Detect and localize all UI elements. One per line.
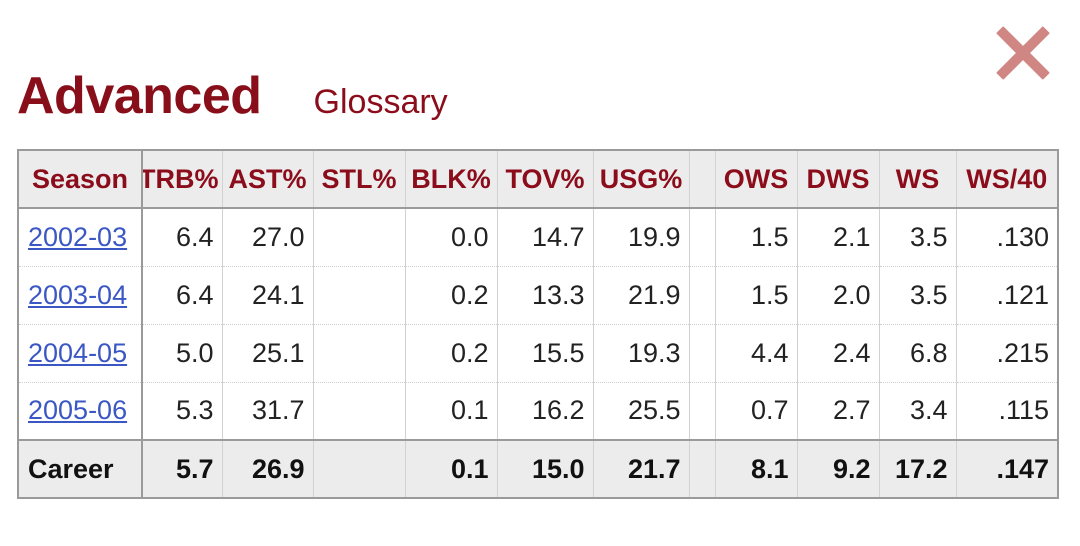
spacer-cell: [689, 208, 716, 267]
tov-cell: 14.7: [497, 208, 594, 267]
glossary-link[interactable]: Glossary: [313, 83, 448, 121]
ws-cell: 6.8: [879, 324, 957, 383]
career-ast: 26.9: [222, 439, 314, 498]
ows-cell: 1.5: [715, 266, 798, 325]
stl-cell: [313, 208, 406, 267]
ws40-cell: .121: [956, 266, 1058, 325]
ws-cell: 3.5: [879, 208, 957, 267]
blk-cell: 0.2: [405, 266, 498, 325]
trb-cell: 6.4: [142, 208, 223, 267]
column-header-dws[interactable]: DWS: [797, 150, 880, 209]
career-usg: 21.7: [593, 439, 690, 498]
ws40-cell: .215: [956, 324, 1058, 383]
season-cell: 2005-06: [18, 382, 143, 441]
trb-cell: 5.3: [142, 382, 223, 441]
column-header-blk[interactable]: BLK%: [405, 150, 498, 209]
ast-cell: 25.1: [222, 324, 314, 383]
season-link[interactable]: 2005-06: [28, 395, 128, 426]
dws-cell: 2.4: [797, 324, 880, 383]
ows-cell: 4.4: [715, 324, 798, 383]
ws40-cell: .115: [956, 382, 1058, 441]
column-header-tov[interactable]: TOV%: [497, 150, 594, 209]
dws-cell: 2.1: [797, 208, 880, 267]
blk-cell: 0.0: [405, 208, 498, 267]
career-ws: 17.2: [879, 439, 957, 498]
tov-cell: 13.3: [497, 266, 594, 325]
spacer-cell: [689, 266, 716, 325]
ows-cell: 0.7: [715, 382, 798, 441]
table-row: 2004-05 5.0 25.1 0.2 15.5 19.3 4.4 2.4 6…: [18, 324, 1058, 383]
column-header-ows[interactable]: OWS: [715, 150, 798, 209]
usg-cell: 19.9: [593, 208, 690, 267]
column-header-usg[interactable]: USG%: [593, 150, 690, 209]
close-icon[interactable]: [992, 22, 1054, 84]
section-header: Advanced Glossary: [17, 66, 448, 136]
ws-cell: 3.4: [879, 382, 957, 441]
stl-cell: [313, 382, 406, 441]
table-row: 2002-03 6.4 27.0 0.0 14.7 19.9 1.5 2.1 3…: [18, 208, 1058, 267]
trb-cell: 5.0: [142, 324, 223, 383]
ast-cell: 27.0: [222, 208, 314, 267]
ast-cell: 31.7: [222, 382, 314, 441]
career-spacer: [689, 439, 716, 498]
blk-cell: 0.2: [405, 324, 498, 383]
column-header-stl[interactable]: STL%: [313, 150, 406, 209]
table-header-row: Season TRB% AST% STL% BLK% TOV% USG% OWS…: [18, 150, 1058, 209]
table-row: 2003-04 6.4 24.1 0.2 13.3 21.9 1.5 2.0 3…: [18, 266, 1058, 325]
blk-cell: 0.1: [405, 382, 498, 441]
usg-cell: 25.5: [593, 382, 690, 441]
career-dws: 9.2: [797, 439, 880, 498]
dws-cell: 2.7: [797, 382, 880, 441]
tov-cell: 16.2: [497, 382, 594, 441]
stl-cell: [313, 324, 406, 383]
career-trb: 5.7: [142, 439, 223, 498]
ws-cell: 3.5: [879, 266, 957, 325]
usg-cell: 21.9: [593, 266, 690, 325]
usg-cell: 19.3: [593, 324, 690, 383]
table-row: 2005-06 5.3 31.7 0.1 16.2 25.5 0.7 2.7 3…: [18, 382, 1058, 441]
column-header-season[interactable]: Season: [18, 150, 143, 209]
column-header-ws[interactable]: WS: [879, 150, 957, 209]
ws40-cell: .130: [956, 208, 1058, 267]
dws-cell: 2.0: [797, 266, 880, 325]
career-ws40: .147: [956, 439, 1058, 498]
career-label: Career: [18, 439, 143, 498]
season-cell: 2002-03: [18, 208, 143, 267]
season-cell: 2004-05: [18, 324, 143, 383]
career-row: Career 5.7 26.9 0.1 15.0 21.7 8.1 9.2 17…: [18, 439, 1058, 498]
trb-cell: 6.4: [142, 266, 223, 325]
career-ows: 8.1: [715, 439, 798, 498]
career-tov: 15.0: [497, 439, 594, 498]
career-blk: 0.1: [405, 439, 498, 498]
advanced-stats-table: Season TRB% AST% STL% BLK% TOV% USG% OWS…: [17, 149, 1059, 499]
column-header-ws40[interactable]: WS/40: [956, 150, 1058, 209]
spacer-cell: [689, 382, 716, 441]
tov-cell: 15.5: [497, 324, 594, 383]
ast-cell: 24.1: [222, 266, 314, 325]
season-link[interactable]: 2002-03: [28, 221, 128, 252]
column-header-ast[interactable]: AST%: [222, 150, 314, 209]
spacer-cell: [689, 324, 716, 383]
column-header-spacer: [689, 150, 716, 209]
season-link[interactable]: 2003-04: [28, 279, 128, 310]
ows-cell: 1.5: [715, 208, 798, 267]
section-title: Advanced: [17, 67, 262, 125]
stl-cell: [313, 266, 406, 325]
season-cell: 2003-04: [18, 266, 143, 325]
column-header-trb[interactable]: TRB%: [142, 150, 223, 209]
season-link[interactable]: 2004-05: [28, 337, 128, 368]
career-stl: [313, 439, 406, 498]
